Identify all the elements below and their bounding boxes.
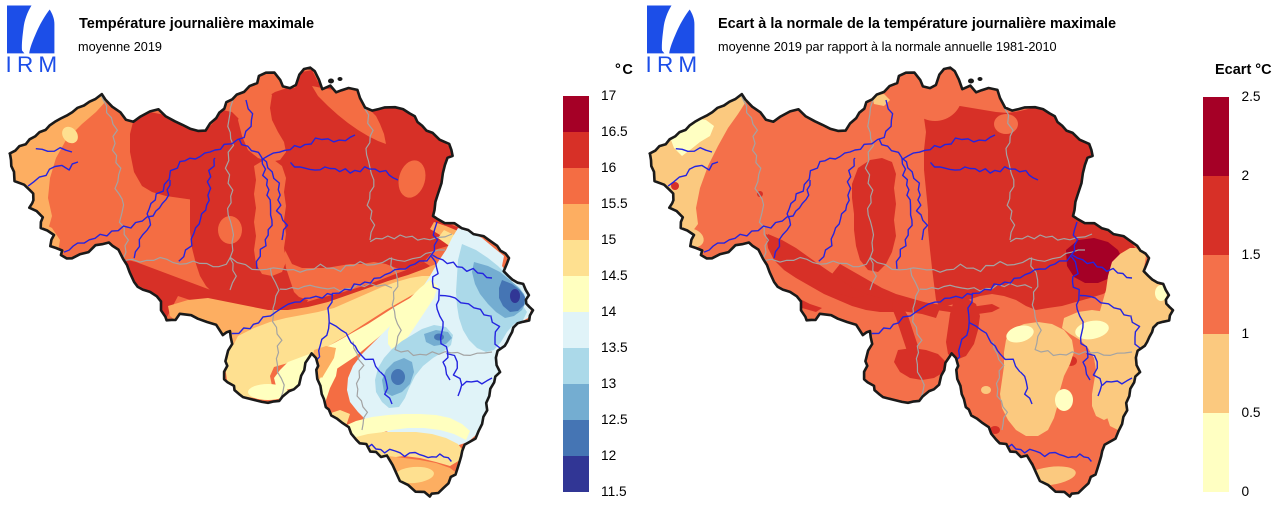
svg-text:IRM: IRM [6, 52, 63, 76]
svg-text:IRM: IRM [646, 52, 703, 76]
